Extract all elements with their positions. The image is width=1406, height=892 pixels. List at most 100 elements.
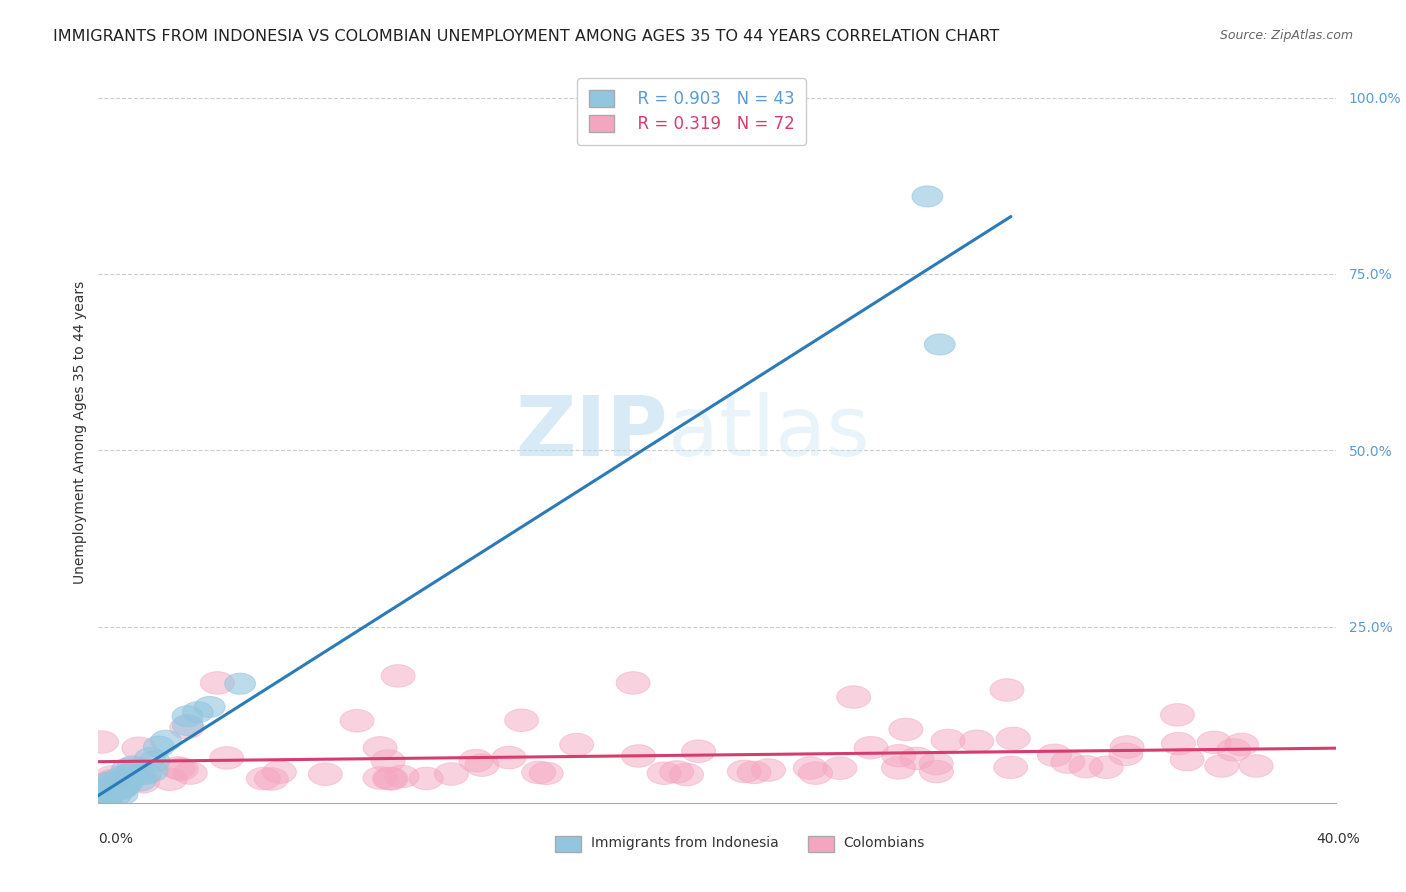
Ellipse shape	[997, 727, 1031, 750]
Ellipse shape	[105, 767, 136, 789]
Ellipse shape	[86, 782, 117, 804]
Ellipse shape	[621, 745, 655, 767]
Ellipse shape	[1161, 732, 1195, 755]
Ellipse shape	[340, 709, 374, 732]
Ellipse shape	[960, 730, 994, 753]
Y-axis label: Unemployment Among Ages 35 to 44 years: Unemployment Among Ages 35 to 44 years	[73, 281, 87, 584]
Ellipse shape	[94, 765, 129, 789]
Ellipse shape	[363, 737, 396, 759]
Ellipse shape	[1197, 731, 1232, 754]
Ellipse shape	[194, 697, 225, 717]
Ellipse shape	[172, 714, 202, 736]
Ellipse shape	[100, 773, 131, 795]
Ellipse shape	[889, 718, 922, 740]
Ellipse shape	[647, 762, 681, 784]
Ellipse shape	[91, 789, 122, 811]
Ellipse shape	[111, 775, 142, 796]
Ellipse shape	[924, 334, 955, 355]
Ellipse shape	[170, 716, 204, 739]
Ellipse shape	[912, 186, 943, 207]
Ellipse shape	[263, 761, 297, 783]
Text: ZIP: ZIP	[515, 392, 668, 473]
Text: Colombians: Colombians	[844, 836, 925, 850]
Ellipse shape	[225, 673, 256, 694]
Ellipse shape	[853, 737, 889, 759]
Ellipse shape	[94, 772, 125, 793]
Ellipse shape	[1216, 739, 1251, 761]
Ellipse shape	[105, 772, 136, 793]
Ellipse shape	[1050, 751, 1085, 773]
Ellipse shape	[86, 780, 117, 801]
Ellipse shape	[131, 764, 162, 784]
Text: IMMIGRANTS FROM INDONESIA VS COLOMBIAN UNEMPLOYMENT AMONG AGES 35 TO 44 YEARS CO: IMMIGRANTS FROM INDONESIA VS COLOMBIAN U…	[53, 29, 1000, 44]
Ellipse shape	[86, 781, 117, 802]
Ellipse shape	[371, 750, 405, 772]
Ellipse shape	[91, 787, 122, 807]
Ellipse shape	[160, 756, 195, 780]
Ellipse shape	[89, 789, 120, 810]
Ellipse shape	[659, 761, 693, 783]
Ellipse shape	[1069, 756, 1102, 778]
Ellipse shape	[114, 763, 145, 784]
Ellipse shape	[108, 776, 139, 797]
Text: Immigrants from Indonesia: Immigrants from Indonesia	[591, 836, 779, 850]
Ellipse shape	[994, 756, 1028, 779]
Ellipse shape	[616, 672, 650, 694]
Ellipse shape	[111, 758, 142, 780]
Ellipse shape	[112, 771, 143, 792]
Ellipse shape	[682, 740, 716, 763]
Ellipse shape	[246, 767, 280, 789]
Ellipse shape	[920, 760, 953, 783]
Text: 40.0%: 40.0%	[1316, 832, 1361, 846]
Ellipse shape	[381, 665, 415, 687]
Ellipse shape	[183, 702, 214, 723]
Ellipse shape	[931, 729, 965, 752]
Ellipse shape	[1160, 704, 1195, 726]
Ellipse shape	[385, 765, 419, 788]
Ellipse shape	[751, 759, 786, 781]
Ellipse shape	[104, 778, 135, 798]
Ellipse shape	[434, 763, 468, 785]
Ellipse shape	[84, 791, 115, 812]
Ellipse shape	[125, 771, 160, 793]
Ellipse shape	[84, 731, 118, 754]
Ellipse shape	[737, 761, 770, 784]
Ellipse shape	[172, 706, 202, 727]
Legend:   R = 0.903   N = 43,   R = 0.319   N = 72: R = 0.903 N = 43, R = 0.319 N = 72	[576, 78, 806, 145]
Ellipse shape	[308, 763, 342, 786]
Text: Source: ZipAtlas.com: Source: ZipAtlas.com	[1219, 29, 1353, 42]
Ellipse shape	[100, 785, 131, 805]
Ellipse shape	[458, 749, 494, 772]
Ellipse shape	[492, 747, 526, 769]
Ellipse shape	[1090, 756, 1123, 779]
Ellipse shape	[122, 737, 156, 759]
Ellipse shape	[96, 780, 127, 802]
Ellipse shape	[143, 736, 174, 757]
Ellipse shape	[153, 768, 187, 790]
Ellipse shape	[1239, 755, 1274, 777]
Ellipse shape	[1205, 755, 1239, 777]
Ellipse shape	[505, 709, 538, 731]
Ellipse shape	[990, 679, 1024, 701]
Ellipse shape	[108, 772, 139, 794]
Ellipse shape	[522, 761, 555, 784]
Ellipse shape	[150, 731, 181, 751]
Ellipse shape	[465, 754, 499, 776]
Ellipse shape	[529, 762, 564, 785]
Ellipse shape	[727, 760, 761, 782]
Ellipse shape	[1038, 744, 1071, 766]
Ellipse shape	[1225, 733, 1258, 756]
Text: 0.0%: 0.0%	[98, 832, 132, 846]
Ellipse shape	[165, 758, 198, 780]
Ellipse shape	[96, 769, 129, 792]
Ellipse shape	[108, 773, 139, 795]
Ellipse shape	[96, 780, 127, 802]
Ellipse shape	[97, 772, 128, 793]
Ellipse shape	[117, 756, 148, 777]
Ellipse shape	[107, 779, 138, 799]
Ellipse shape	[101, 775, 132, 797]
Ellipse shape	[93, 786, 124, 807]
Ellipse shape	[135, 747, 166, 769]
Ellipse shape	[669, 764, 703, 786]
Ellipse shape	[173, 762, 207, 784]
